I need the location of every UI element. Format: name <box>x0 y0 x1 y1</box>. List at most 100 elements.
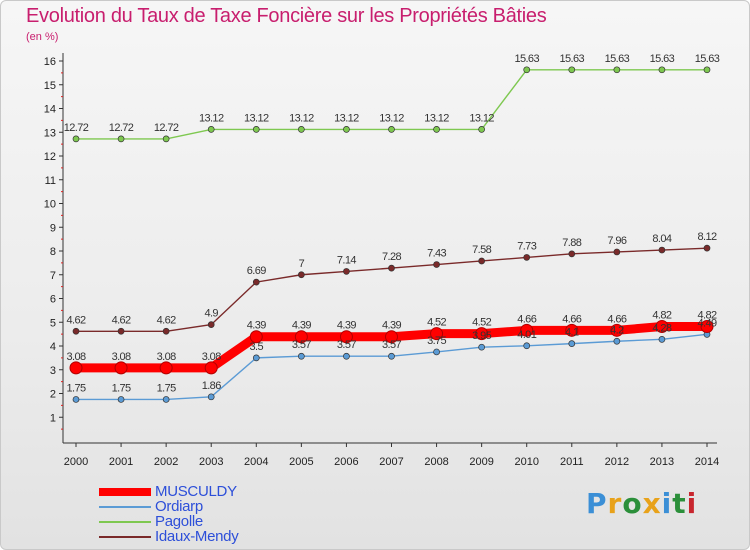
data-label-idaux-mendy: 7.96 <box>607 235 626 247</box>
legend-swatch <box>99 536 151 538</box>
data-point-pagolle <box>658 66 666 74</box>
data-point-musculdy <box>249 330 263 344</box>
data-point-ordiarp <box>658 336 666 343</box>
data-point-ordiarp <box>568 340 576 347</box>
x-tick-label: 2000 <box>64 456 88 468</box>
data-point-pagolle <box>703 66 711 74</box>
data-point-idaux-mendy <box>613 248 621 256</box>
data-label-musculdy: 3.08 <box>112 351 131 363</box>
data-point-musculdy <box>294 330 308 344</box>
data-point-ordiarp <box>613 337 621 345</box>
data-point-ordiarp <box>523 342 531 350</box>
data-point-pagolle <box>162 135 170 143</box>
data-point-ordiarp <box>343 352 350 360</box>
data-label-musculdy: 4.66 <box>517 313 536 325</box>
data-label-idaux-mendy: 4.62 <box>66 314 85 326</box>
data-point-idaux-mendy <box>298 271 305 279</box>
data-label-idaux-mendy: 4.62 <box>157 314 176 326</box>
data-point-idaux-mendy <box>568 250 576 258</box>
data-label-idaux-mendy: 6.69 <box>247 265 266 277</box>
x-tick-label: 2007 <box>379 456 403 468</box>
data-label-musculdy: 4.39 <box>292 320 311 332</box>
x-tick-label: 2012 <box>605 456 629 468</box>
data-point-idaux-mendy <box>207 321 215 328</box>
data-label-idaux-mendy: 7.14 <box>337 254 356 266</box>
legend-label: Idaux-Mendy <box>155 528 239 545</box>
data-label-musculdy: 4.52 <box>472 317 491 329</box>
data-point-musculdy <box>339 330 353 344</box>
data-label-musculdy: 3.08 <box>202 351 221 363</box>
data-label-ordiarp: 4.28 <box>652 322 671 334</box>
data-label-idaux-mendy: 7.43 <box>427 248 446 260</box>
data-point-pagolle <box>613 66 621 74</box>
data-point-ordiarp <box>252 354 260 362</box>
x-tick-label: 2002 <box>154 456 178 468</box>
data-label-ordiarp: 3.5 <box>250 341 264 353</box>
logo-letter: o <box>622 487 643 520</box>
data-label-pagolle: 13.12 <box>244 112 269 124</box>
legend-item-musculdy: MUSCULDY <box>99 483 339 500</box>
data-point-ordiarp <box>207 393 215 401</box>
data-label-idaux-mendy: 8.04 <box>652 233 671 245</box>
legend-item-idaux-mendy: Idaux-Mendy <box>99 528 339 545</box>
data-point-idaux-mendy <box>117 327 125 335</box>
y-tick-label: 7 <box>50 270 56 282</box>
y-tick-label: 15 <box>44 80 56 92</box>
logo-letter: i <box>661 487 673 520</box>
data-point-musculdy <box>385 330 398 344</box>
data-label-musculdy: 4.39 <box>337 320 356 332</box>
data-label-pagolle: 15.63 <box>560 53 585 65</box>
x-tick-label: 2009 <box>469 456 493 468</box>
data-point-musculdy <box>655 320 669 334</box>
data-label-ordiarp: 3.57 <box>292 339 311 351</box>
data-point-ordiarp <box>117 396 125 403</box>
data-label-musculdy: 3.08 <box>157 351 176 363</box>
data-point-pagolle <box>72 135 80 143</box>
data-point-idaux-mendy <box>162 327 170 335</box>
data-point-musculdy <box>204 361 218 375</box>
data-label-idaux-mendy: 4.9 <box>204 308 218 320</box>
y-tick-label: 14 <box>44 104 56 116</box>
data-label-pagolle: 12.72 <box>64 122 89 134</box>
data-label-idaux-mendy: 7 <box>299 258 305 270</box>
data-point-pagolle <box>433 126 440 133</box>
data-point-idaux-mendy <box>72 327 80 335</box>
data-point-pagolle <box>252 126 260 133</box>
data-point-musculdy <box>565 323 579 337</box>
data-label-musculdy: 4.39 <box>382 320 401 332</box>
data-point-pagolle <box>117 135 125 143</box>
data-label-pagolle: 15.63 <box>695 53 720 65</box>
legend-item-ordiarp: Ordiarp <box>99 498 339 515</box>
data-label-ordiarp: 1.75 <box>112 382 131 394</box>
data-point-musculdy <box>520 323 534 337</box>
x-tick-label: 2014 <box>695 456 719 468</box>
y-tick-label: 4 <box>50 341 56 353</box>
data-label-pagolle: 12.72 <box>109 122 134 134</box>
y-tick-label: 1 <box>50 412 56 424</box>
data-label-ordiarp: 3.95 <box>472 330 491 342</box>
data-label-pagolle: 13.12 <box>199 112 224 124</box>
data-point-musculdy <box>114 361 128 375</box>
x-tick-label: 2013 <box>650 456 674 468</box>
legend-label: Pagolle <box>155 513 203 530</box>
data-point-idaux-mendy <box>433 261 440 268</box>
data-point-idaux-mendy <box>658 246 666 254</box>
data-point-pagolle <box>478 126 485 133</box>
x-tick-label: 2006 <box>334 456 358 468</box>
data-label-pagolle: 13.12 <box>379 112 404 124</box>
logo-letter: r <box>607 487 623 520</box>
data-point-pagolle <box>343 126 350 133</box>
y-tick-label: 11 <box>45 175 56 187</box>
data-label-musculdy: 4.52 <box>427 317 446 329</box>
x-tick-label: 2008 <box>424 456 448 468</box>
data-label-musculdy: 4.82 <box>697 310 716 322</box>
data-label-pagolle: 13.12 <box>289 112 314 124</box>
data-point-ordiarp <box>388 352 395 360</box>
data-point-ordiarp <box>72 396 80 403</box>
y-tick-label: 12 <box>44 151 56 163</box>
data-point-ordiarp <box>162 396 170 403</box>
x-tick-label: 2010 <box>514 456 538 468</box>
data-point-pagolle <box>523 66 531 74</box>
y-tick-label: 9 <box>50 222 56 234</box>
